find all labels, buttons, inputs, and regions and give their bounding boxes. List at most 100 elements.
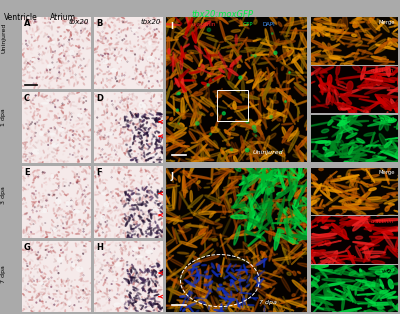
Ellipse shape: [277, 192, 283, 196]
Ellipse shape: [399, 78, 400, 81]
Ellipse shape: [322, 177, 329, 191]
Ellipse shape: [136, 279, 138, 280]
Ellipse shape: [302, 237, 334, 240]
Ellipse shape: [276, 203, 281, 208]
Ellipse shape: [57, 123, 60, 124]
Ellipse shape: [154, 150, 155, 153]
Ellipse shape: [267, 144, 281, 155]
Ellipse shape: [330, 56, 355, 58]
Ellipse shape: [116, 122, 118, 124]
Ellipse shape: [103, 57, 105, 58]
Ellipse shape: [288, 174, 296, 191]
Ellipse shape: [331, 141, 337, 143]
Ellipse shape: [293, 271, 296, 276]
Ellipse shape: [43, 150, 44, 153]
Ellipse shape: [394, 228, 398, 231]
Ellipse shape: [32, 193, 34, 194]
Ellipse shape: [141, 46, 142, 47]
Ellipse shape: [195, 26, 197, 41]
Ellipse shape: [42, 79, 43, 80]
Ellipse shape: [36, 302, 37, 303]
Ellipse shape: [277, 203, 287, 215]
Ellipse shape: [298, 271, 300, 273]
Ellipse shape: [45, 33, 46, 34]
Ellipse shape: [395, 107, 400, 117]
Ellipse shape: [328, 190, 342, 192]
Ellipse shape: [195, 114, 202, 125]
Ellipse shape: [145, 126, 146, 128]
Ellipse shape: [258, 280, 265, 282]
Ellipse shape: [194, 160, 196, 162]
Ellipse shape: [267, 88, 270, 93]
Ellipse shape: [340, 222, 354, 225]
Ellipse shape: [368, 226, 392, 234]
Ellipse shape: [325, 58, 342, 60]
Ellipse shape: [398, 183, 400, 189]
Ellipse shape: [152, 144, 168, 155]
Ellipse shape: [103, 275, 104, 278]
Ellipse shape: [82, 201, 83, 203]
Ellipse shape: [153, 275, 157, 278]
Ellipse shape: [107, 117, 108, 119]
Ellipse shape: [152, 209, 158, 211]
Ellipse shape: [286, 300, 306, 307]
Ellipse shape: [242, 75, 248, 80]
Ellipse shape: [51, 244, 52, 245]
Ellipse shape: [194, 297, 204, 299]
Ellipse shape: [317, 24, 322, 26]
Ellipse shape: [355, 192, 371, 203]
Ellipse shape: [34, 21, 35, 22]
Ellipse shape: [159, 206, 169, 209]
Ellipse shape: [133, 219, 134, 220]
Ellipse shape: [219, 186, 230, 206]
Text: F: F: [96, 168, 102, 177]
Ellipse shape: [76, 174, 78, 175]
Ellipse shape: [305, 252, 315, 264]
Ellipse shape: [37, 281, 38, 282]
Ellipse shape: [332, 311, 340, 314]
Ellipse shape: [127, 195, 131, 196]
Ellipse shape: [159, 267, 160, 268]
Ellipse shape: [178, 252, 189, 254]
Ellipse shape: [228, 125, 232, 143]
Ellipse shape: [45, 162, 48, 163]
Ellipse shape: [208, 281, 213, 285]
Ellipse shape: [190, 305, 201, 308]
Ellipse shape: [133, 180, 134, 181]
Ellipse shape: [64, 62, 68, 64]
Ellipse shape: [125, 234, 126, 237]
Ellipse shape: [276, 88, 296, 104]
Ellipse shape: [63, 161, 65, 162]
Ellipse shape: [157, 311, 158, 312]
Ellipse shape: [278, 298, 290, 307]
Ellipse shape: [113, 106, 115, 110]
Ellipse shape: [72, 263, 75, 267]
Ellipse shape: [36, 171, 39, 175]
Ellipse shape: [134, 70, 135, 71]
Ellipse shape: [204, 76, 224, 87]
Ellipse shape: [136, 284, 139, 287]
Ellipse shape: [90, 27, 92, 30]
Ellipse shape: [38, 60, 40, 62]
Ellipse shape: [117, 106, 121, 108]
Ellipse shape: [272, 33, 273, 34]
Ellipse shape: [369, 132, 375, 150]
Ellipse shape: [213, 91, 231, 94]
Ellipse shape: [264, 306, 265, 314]
Ellipse shape: [56, 149, 57, 151]
Ellipse shape: [230, 56, 234, 64]
Ellipse shape: [393, 64, 400, 74]
Ellipse shape: [23, 22, 24, 24]
Ellipse shape: [288, 171, 292, 195]
Ellipse shape: [123, 141, 124, 144]
Ellipse shape: [165, 70, 170, 73]
Ellipse shape: [272, 124, 280, 131]
Ellipse shape: [280, 151, 281, 152]
Ellipse shape: [339, 108, 350, 109]
Ellipse shape: [79, 73, 80, 75]
Ellipse shape: [95, 94, 97, 97]
Ellipse shape: [364, 246, 370, 260]
Ellipse shape: [155, 281, 158, 283]
Ellipse shape: [240, 309, 256, 314]
Ellipse shape: [360, 185, 367, 198]
